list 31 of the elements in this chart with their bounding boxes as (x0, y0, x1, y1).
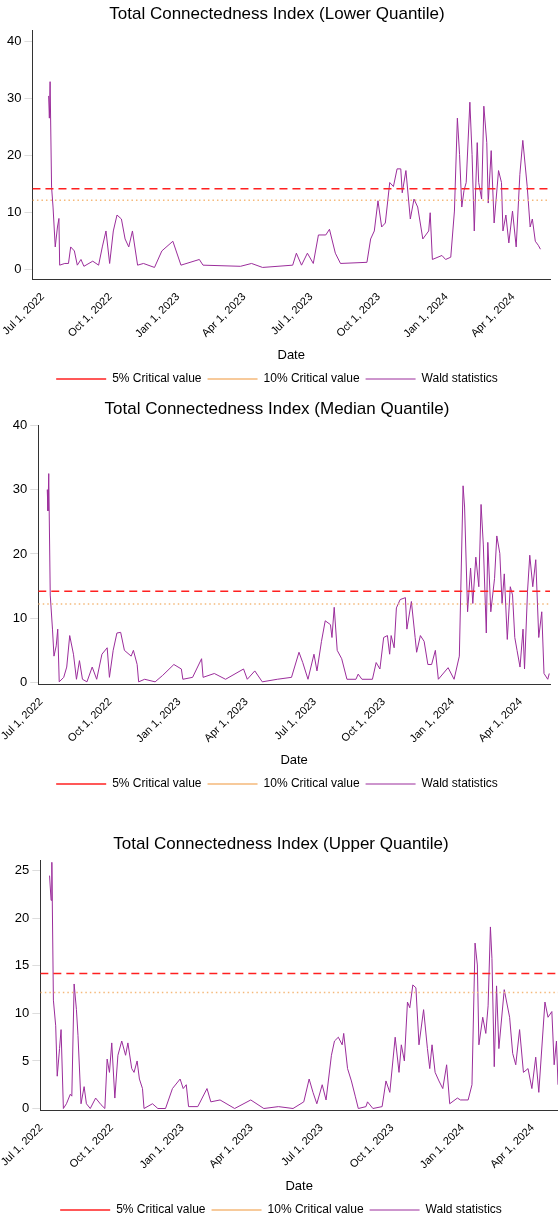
y-tick-label: 20 (6, 147, 22, 163)
legend-label: 10% Critical value (263, 776, 360, 791)
y-tick-label: 30 (6, 90, 22, 106)
y-tick-label: 10 (12, 609, 28, 625)
chart-title: Total Connectedness Index (Upper Quantile) (113, 833, 449, 853)
y-tick-label: 10 (14, 1005, 30, 1021)
y-tick-label: 30 (12, 481, 28, 497)
legend-label: Wald statistics (421, 776, 498, 791)
y-tick-label: 10 (6, 204, 22, 220)
legend-label: 10% Critical value (263, 371, 360, 386)
legend-label: Wald statistics (421, 371, 498, 386)
chart-title: Total Connectedness Index (Lower Quantile) (109, 3, 445, 23)
y-tick-label: 5 (22, 1052, 30, 1068)
y-tick-label: 40 (6, 33, 22, 49)
legend-label: 5% Critical value (112, 776, 202, 791)
y-tick-label: 15 (14, 957, 30, 973)
y-tick-label: 0 (14, 261, 22, 277)
y-tick-label: 0 (22, 1100, 30, 1116)
y-tick-label: 20 (14, 909, 30, 925)
y-tick-label: 20 (12, 545, 28, 561)
legend-label: Wald statistics (425, 1202, 502, 1217)
x-axis-title: Date (277, 346, 305, 362)
legend-label: 5% Critical value (116, 1202, 206, 1217)
chart-title: Total Connectedness Index (Median Quantile) (104, 398, 450, 418)
legend-label: 10% Critical value (267, 1202, 364, 1217)
x-axis-title: Date (280, 751, 308, 767)
y-tick-label: 40 (12, 416, 28, 432)
y-tick-label: 25 (14, 862, 30, 878)
legend-label: 5% Critical value (112, 371, 202, 386)
x-axis-title: Date (285, 1177, 313, 1193)
y-tick-label: 0 (20, 674, 28, 690)
